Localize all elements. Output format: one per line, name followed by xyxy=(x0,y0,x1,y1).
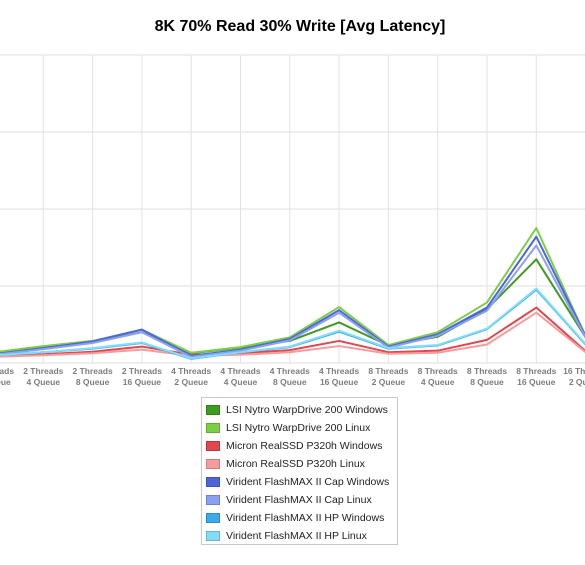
legend-item: Micron RealSSD P320h Linux xyxy=(206,455,397,473)
x-tick-label: 2 Queue xyxy=(0,377,11,387)
legend-label: Virident FlashMAX II HP Windows xyxy=(226,512,385,524)
legend: LSI Nytro WarpDrive 200 Windows LSI Nytro… xyxy=(201,397,398,545)
legend-item: LSI Nytro WarpDrive 200 Linux xyxy=(206,419,397,437)
series-line xyxy=(0,235,585,357)
legend-label: Micron RealSSD P320h Linux xyxy=(226,458,365,470)
x-tick-label: 2 Queue xyxy=(174,377,208,387)
x-tick-label: 4 Queue xyxy=(224,377,258,387)
legend-swatch xyxy=(206,495,220,505)
legend-label: Virident FlashMAX II HP Linux xyxy=(226,530,367,542)
x-tick-label: 2 Queue xyxy=(372,377,406,387)
x-tick-label: 16 Queue xyxy=(517,377,556,387)
legend-item: LSI Nytro WarpDrive 200 Windows xyxy=(206,401,397,419)
horizontal-gridlines xyxy=(0,54,585,364)
series-line xyxy=(0,287,585,360)
x-tick-label: 2 Threads xyxy=(23,366,63,376)
x-tick-label: 4 Threads xyxy=(220,366,260,376)
legend-item: Virident FlashMAX II HP Windows xyxy=(206,509,397,527)
legend-label: Virident FlashMAX II Cap Windows xyxy=(226,476,390,488)
x-tick-label: 2 Threads xyxy=(122,366,162,376)
x-tick-label: 8 Threads xyxy=(418,366,458,376)
legend-item: Virident FlashMAX II HP Linux xyxy=(206,527,397,545)
series-line xyxy=(0,311,585,358)
legend-item: Virident FlashMAX II Cap Linux xyxy=(206,491,397,509)
series-line xyxy=(0,306,585,357)
x-tick-label: 2 Threads xyxy=(0,366,14,376)
legend-label: LSI Nytro WarpDrive 200 Windows xyxy=(226,404,388,416)
series-line xyxy=(0,244,585,358)
x-tick-label: 8 Threads xyxy=(368,366,408,376)
x-tick-label: 4 Queue xyxy=(421,377,455,387)
legend-swatch xyxy=(206,531,220,541)
x-tick-label: 2 Threads xyxy=(73,366,113,376)
legend-swatch xyxy=(206,441,220,451)
legend-item: Micron RealSSD P320h Windows xyxy=(206,437,397,455)
legend-swatch xyxy=(206,513,220,523)
x-tick-label: 16 Threads xyxy=(563,366,585,376)
legend-item: Virident FlashMAX II Cap Windows xyxy=(206,473,397,491)
x-tick-label: 4 Threads xyxy=(171,366,211,376)
legend-swatch xyxy=(206,423,220,433)
x-tick-label: 4 Threads xyxy=(319,366,359,376)
x-tick-label: 8 Threads xyxy=(467,366,507,376)
x-tick-label: 8 Queue xyxy=(76,377,110,387)
legend-swatch xyxy=(206,405,220,415)
x-tick-label: 4 Threads xyxy=(270,366,310,376)
chart-title: 8K 70% Read 30% Write [Avg Latency] xyxy=(154,18,446,35)
x-tick-label: 16 Queue xyxy=(123,377,162,387)
x-tick-label: 4 Queue xyxy=(27,377,61,387)
x-tick-label: 8 Queue xyxy=(273,377,307,387)
series-lines xyxy=(0,226,585,360)
x-tick-label: 16 Queue xyxy=(320,377,359,387)
legend-label: LSI Nytro WarpDrive 200 Linux xyxy=(226,422,371,434)
x-tick-label: 8 Queue xyxy=(470,377,504,387)
legend-label: Micron RealSSD P320h Windows xyxy=(226,440,383,452)
x-tick-label: 8 Threads xyxy=(516,366,556,376)
legend-swatch xyxy=(206,459,220,469)
legend-label: Virident FlashMAX II Cap Linux xyxy=(226,494,372,506)
legend-swatch xyxy=(206,477,220,487)
x-tick-label: 2 Queue xyxy=(569,377,585,387)
